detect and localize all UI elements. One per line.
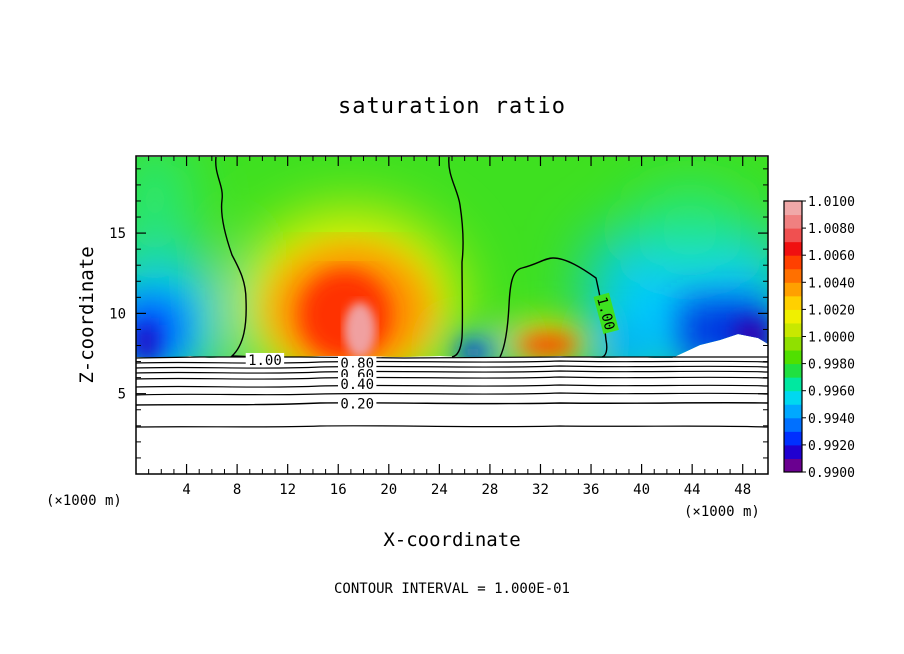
colorbar-segment xyxy=(784,444,802,459)
colorbar-segment xyxy=(784,241,802,256)
x-tick-label: 40 xyxy=(633,482,650,498)
y-tick-label: 15 xyxy=(109,226,126,242)
contour-label-bg xyxy=(593,292,619,335)
heatmap-field xyxy=(136,157,768,358)
x-tick-label: 4 xyxy=(182,482,190,498)
colorbar-tick-label: 0.9920 xyxy=(808,439,855,454)
colorbar-segment xyxy=(784,417,802,432)
contour-label-bg xyxy=(338,356,377,371)
colorbar-tick-label: 1.0080 xyxy=(808,222,855,237)
colorbar-segment xyxy=(784,309,802,324)
colorbar-segment xyxy=(784,282,802,297)
contour-lines xyxy=(136,156,768,428)
contour-label: 0.20 xyxy=(340,396,374,412)
x-tick-label: 20 xyxy=(380,482,397,498)
colorbar-tick-label: 0.9940 xyxy=(808,412,855,427)
x-tick-label: 44 xyxy=(684,482,701,498)
colorbar-segment xyxy=(784,228,802,243)
colorbar-segment xyxy=(784,363,802,378)
colorbar-tick-label: 1.0020 xyxy=(808,303,855,318)
contour-interval-note: CONTOUR INTERVAL = 1.000E-01 xyxy=(334,581,570,597)
colorbar-segment xyxy=(784,377,802,392)
y-axis: 5 10 15 xyxy=(109,168,768,459)
contour-labels: 1.00 0.800.600.400.201.00 xyxy=(245,292,619,412)
y-axis-label: Z-coordinate xyxy=(76,246,98,383)
colorbar-tick-label: 0.9960 xyxy=(808,385,855,400)
colorbar-tick-label: 1.0100 xyxy=(808,195,855,210)
x-axis: 4 8 12 16 20 24 28 32 36 40 44 48 xyxy=(148,156,756,498)
colorbar-tick-label: 1.0040 xyxy=(808,276,855,291)
colorbar-segment xyxy=(784,214,802,229)
colorbar: 0.9900 0.9920 0.9940 0.9960 0.9980 1.0000 1.00… xyxy=(783,195,855,481)
colorbar-segment xyxy=(784,390,802,405)
colorbar-segment xyxy=(784,350,802,365)
y-tick-label: 5 xyxy=(118,387,126,403)
colorbar-segment xyxy=(784,458,802,473)
colorbar-segment xyxy=(784,336,802,351)
x-unit-label-left: (×1000 m) xyxy=(46,493,122,509)
contour-label: 0.40 xyxy=(340,377,374,393)
contour-label-bg xyxy=(338,396,377,411)
x-tick-label: 48 xyxy=(734,482,751,498)
colorbar-tick-label: 1.0060 xyxy=(808,249,855,264)
x-tick-label: 8 xyxy=(233,482,241,498)
colorbar-segment xyxy=(784,201,802,216)
colorbar-segment xyxy=(784,295,802,310)
x-tick-label: 32 xyxy=(532,482,549,498)
colorbar-tick-label: 0.9900 xyxy=(808,466,855,481)
x-tick-label: 28 xyxy=(481,482,498,498)
colorbar-segment xyxy=(784,431,802,446)
x-tick-label: 24 xyxy=(431,482,448,498)
contour-label: 1.00 xyxy=(248,353,282,369)
x-axis-label: X-coordinate xyxy=(383,529,520,551)
contour-label-bg xyxy=(245,352,285,367)
x-tick-label: 12 xyxy=(279,482,296,498)
colorbar-segment xyxy=(784,255,802,270)
x-unit-label-right: (×1000 m) xyxy=(684,504,760,520)
colorbar-segment xyxy=(784,404,802,419)
chart-title: saturation ratio xyxy=(338,94,566,119)
y-tick-label: 10 xyxy=(109,306,126,322)
x-tick-label: 36 xyxy=(583,482,600,498)
x-tick-label: 16 xyxy=(330,482,347,498)
contour-label-bg xyxy=(338,377,377,392)
colorbar-tick-label: 0.9980 xyxy=(808,358,855,373)
colorbar-segment xyxy=(784,322,802,337)
colorbar-tick-label: 1.0000 xyxy=(808,331,855,346)
colorbar-segment xyxy=(784,268,802,283)
